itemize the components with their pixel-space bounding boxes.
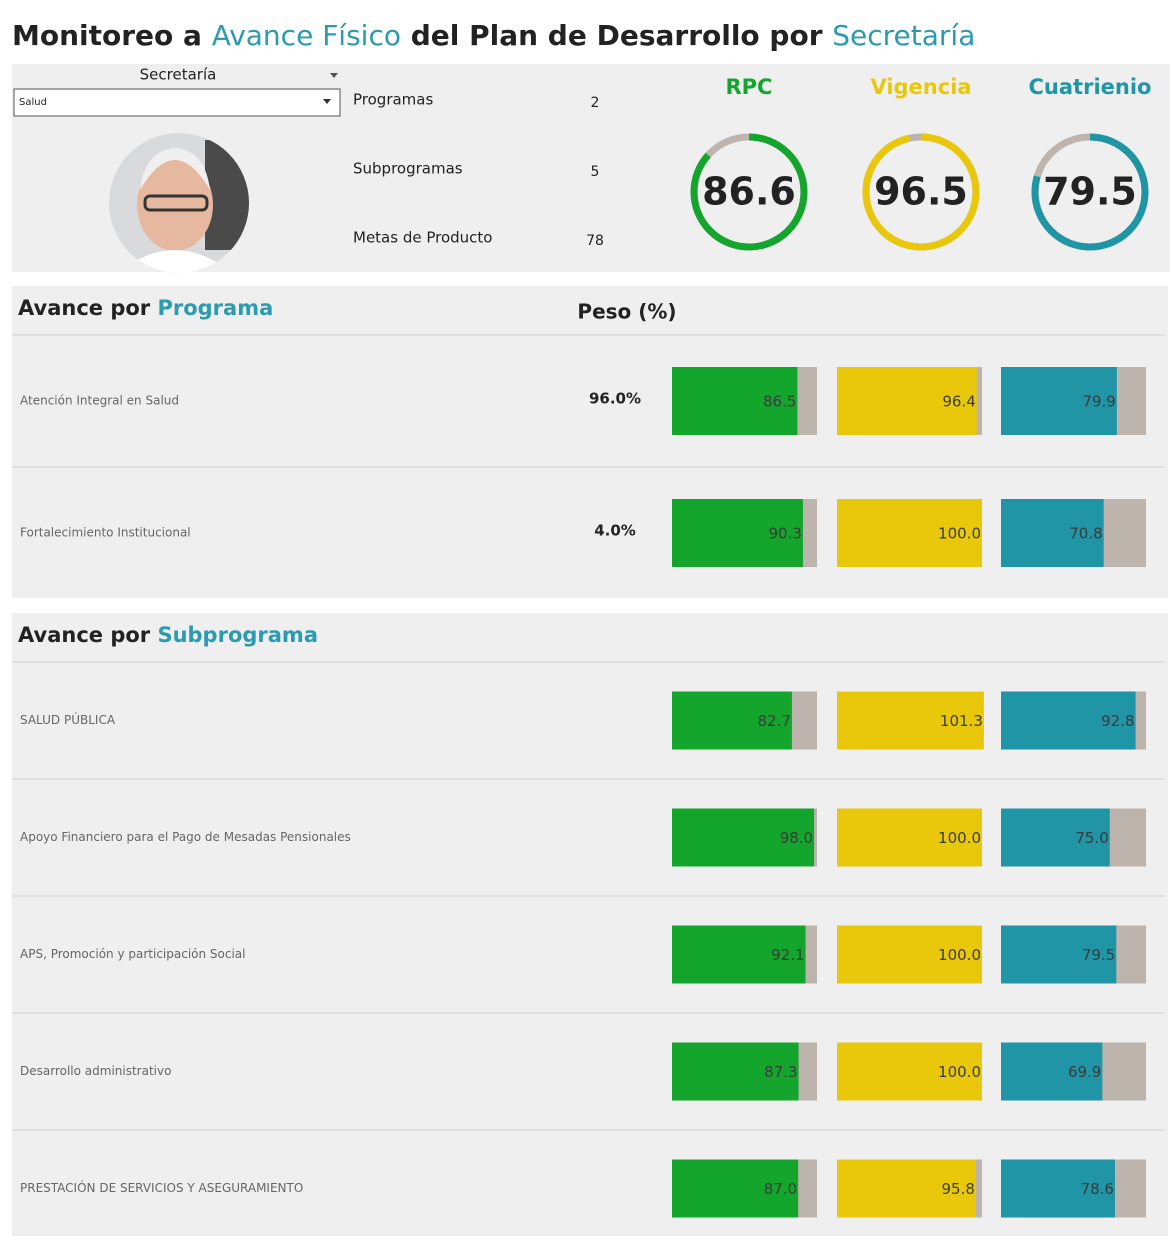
count-value: 5 xyxy=(591,164,600,180)
bar-label: 101.3 xyxy=(940,712,983,730)
gauge-value: 79.5 xyxy=(1043,170,1137,214)
row-label: Desarrollo administrativo xyxy=(20,1064,171,1078)
bar-label: 70.8 xyxy=(1069,525,1102,543)
gauge-value: 96.5 xyxy=(874,170,968,214)
filter-label: Secretaría xyxy=(140,66,217,84)
title-part: Avance Físico xyxy=(212,19,401,52)
title-part: Monitoreo a xyxy=(12,19,202,52)
bar-label: 79.9 xyxy=(1082,393,1115,411)
subprograms-panel xyxy=(12,613,1168,1236)
section-title-part: Avance por xyxy=(18,623,151,647)
gauge-value: 86.6 xyxy=(702,170,796,214)
bar-label: 100.0 xyxy=(938,1063,981,1081)
section-title: Avance por Programa xyxy=(18,296,273,320)
title-part: del Plan de Desarrollo por xyxy=(411,19,823,52)
section-title-part: Programa xyxy=(157,296,273,320)
weight-header: Peso (%) xyxy=(577,300,676,324)
dashboard: Monitoreo a Avance Físico del Plan de De… xyxy=(0,0,1172,1236)
title-part: Secretaría xyxy=(832,19,975,52)
bar-label: 69.9 xyxy=(1068,1063,1101,1081)
gauge-title: Cuatrienio xyxy=(1029,75,1152,99)
count-label: Programas xyxy=(353,91,433,109)
bar-label: 95.8 xyxy=(942,1180,975,1198)
row-label: APS, Promoción y participación Social xyxy=(20,947,246,961)
section-title-part: Subprograma xyxy=(157,623,318,647)
count-label: Subprogramas xyxy=(353,160,463,178)
filter-selected: Salud xyxy=(19,97,47,108)
row-label: Fortalecimiento Institucional xyxy=(20,526,191,540)
row-label: Apoyo Financiero para el Pago de Mesadas… xyxy=(20,830,351,844)
gauge-title: Vigencia xyxy=(870,75,971,99)
gauge-title: RPC xyxy=(726,75,773,99)
count-value: 2 xyxy=(591,95,600,111)
section-title-part: Avance por xyxy=(18,296,151,320)
count-value: 78 xyxy=(586,233,604,249)
bar-label: 98.0 xyxy=(780,829,813,847)
bar-label: 100.0 xyxy=(938,946,981,964)
bar-label: 100.0 xyxy=(938,525,981,543)
bar-label: 87.0 xyxy=(764,1180,797,1198)
page-title: Monitoreo a Avance Físico del Plan de De… xyxy=(12,19,975,52)
bar-label: 82.7 xyxy=(758,712,791,730)
bar-label: 92.8 xyxy=(1101,712,1134,730)
bar-label: 86.5 xyxy=(763,393,796,411)
bar-label: 100.0 xyxy=(938,829,981,847)
bar-label: 92.1 xyxy=(771,946,804,964)
count-label: Metas de Producto xyxy=(353,229,492,247)
section-title: Avance por Subprograma xyxy=(18,623,318,647)
weight-value: 96.0% xyxy=(589,390,641,408)
filter-dropdown[interactable] xyxy=(14,89,340,116)
row-label: PRESTACIÓN DE SERVICIOS Y ASEGURAMIENTO xyxy=(20,1180,303,1195)
row-label: Atención Integral en Salud xyxy=(20,394,179,408)
bar-label: 90.3 xyxy=(769,525,802,543)
bar-label: 75.0 xyxy=(1075,829,1108,847)
weight-value: 4.0% xyxy=(594,522,636,540)
bar-label: 96.4 xyxy=(942,393,975,411)
bar-label: 87.3 xyxy=(764,1063,797,1081)
bar-label: 79.5 xyxy=(1082,946,1115,964)
bar-label: 78.6 xyxy=(1081,1180,1114,1198)
programs-panel xyxy=(12,286,1168,598)
row-label: SALUD PÚBLICA xyxy=(20,712,116,727)
